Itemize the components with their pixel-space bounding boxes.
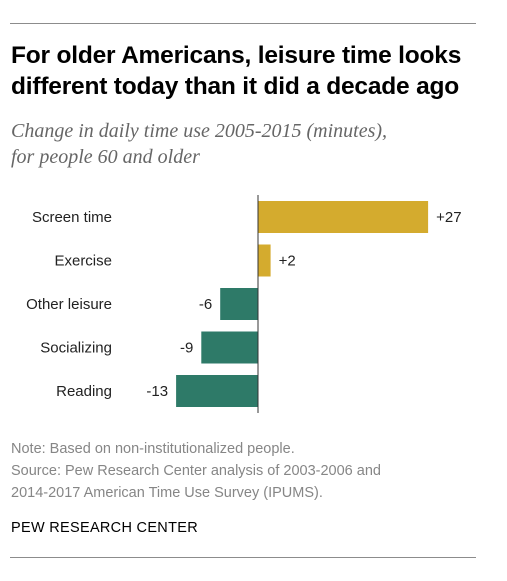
category-label-socializing: Socializing [40, 340, 112, 357]
bar-other-leisure [220, 288, 258, 320]
bar-chart: Screen time +27 Exercise +2 Other leisure -6 S… [26, 195, 462, 413]
chart-subtitle: Change in daily time use 2005-2015 (minu… [11, 118, 481, 170]
source-line-1: Source: Pew Research Center analysis of … [11, 463, 381, 479]
value-label-other-leisure: -6 [199, 296, 212, 313]
bar-screen-time [258, 201, 429, 233]
bar-socializing [201, 331, 258, 364]
category-label-screen-time: Screen time [32, 209, 112, 226]
value-label-reading: -13 [146, 383, 168, 400]
chart-title-line-1: For older Americans, leisure time looks [11, 42, 462, 69]
chart-subtitle-line-1: Change in daily time use 2005-2015 (minu… [11, 120, 388, 142]
pew-research-center-logo-text: PEW RESEARCH CENTER [11, 520, 198, 536]
value-label-socializing: -9 [180, 340, 193, 357]
category-label-exercise: Exercise [54, 253, 112, 270]
bar-exercise [258, 244, 271, 277]
chart-title-line-2: different today than it did a decade ago [11, 73, 460, 100]
chart-subtitle-line-2: for people 60 and older [11, 146, 200, 168]
bar-reading [176, 375, 258, 407]
value-label-screen-time: +27 [436, 209, 461, 226]
chart-notes: Note: Based on non-institutionalized peo… [11, 438, 491, 504]
source-line-2: 2014-2017 American Time Use Survey (IPUM… [11, 485, 323, 501]
chart-title: For older Americans, leisure time looks … [11, 40, 481, 102]
category-label-reading: Reading [56, 383, 112, 400]
note-text: Note: Based on non-institutionalized peo… [11, 441, 295, 457]
value-label-exercise: +2 [279, 253, 296, 270]
top-rule [10, 23, 476, 24]
bottom-rule [10, 557, 476, 558]
category-label-other-leisure: Other leisure [26, 296, 112, 313]
